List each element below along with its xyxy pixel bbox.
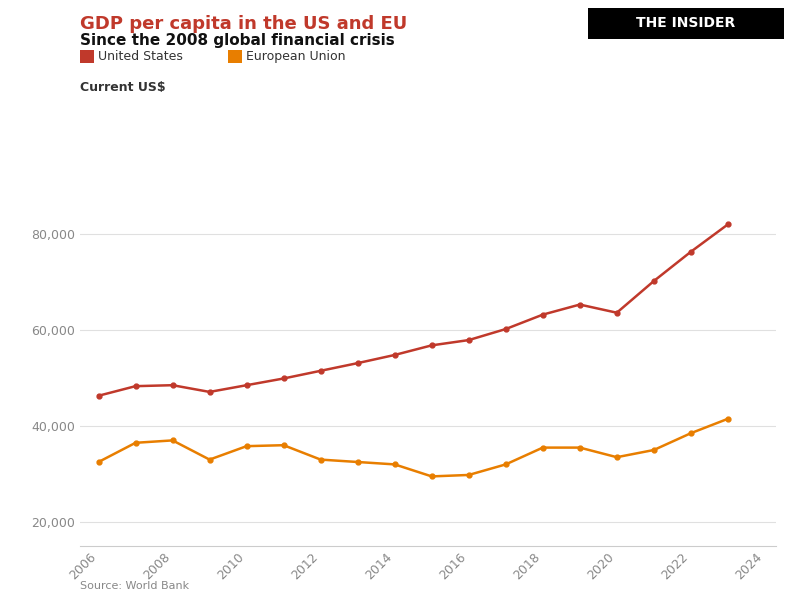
Text: United States: United States — [98, 50, 182, 63]
Text: Source: World Bank: Source: World Bank — [80, 581, 189, 591]
Text: European Union: European Union — [246, 50, 345, 63]
Text: GDP per capita in the US and EU: GDP per capita in the US and EU — [80, 15, 407, 33]
Text: Since the 2008 global financial crisis: Since the 2008 global financial crisis — [80, 33, 394, 48]
Text: Current US$: Current US$ — [80, 81, 166, 94]
Text: THE INSIDER: THE INSIDER — [636, 16, 736, 31]
